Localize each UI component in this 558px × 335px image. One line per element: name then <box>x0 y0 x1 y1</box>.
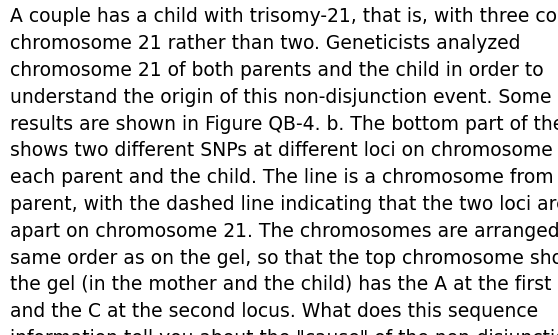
Text: A couple has a child with trisomy-21, that is, with three copies of
chromosome 2: A couple has a child with trisomy-21, th… <box>10 7 558 335</box>
